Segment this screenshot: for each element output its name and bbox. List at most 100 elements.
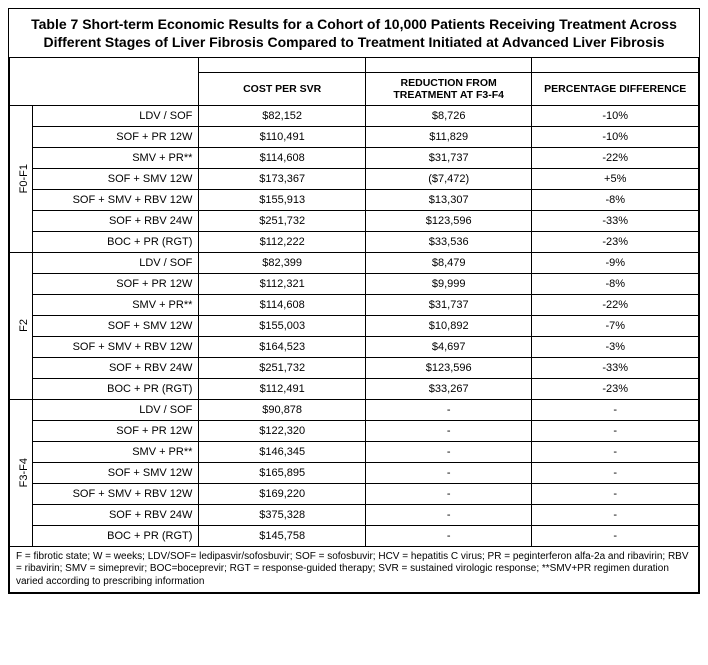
pct-cell: - [532,525,699,546]
reduction-cell: - [365,441,532,462]
table-row: F2LDV / SOF$82,399$8,479-9% [10,252,699,273]
pct-cell: -10% [532,126,699,147]
col-cost: COST PER SVR [199,72,366,105]
cost-cell: $112,222 [199,231,366,252]
table-footnote: F = fibrotic state; W = weeks; LDV/SOF= … [10,546,699,593]
treatment-cell: BOC + PR (RGT) [32,525,199,546]
treatment-cell: BOC + PR (RGT) [32,231,199,252]
table-container: Table 7 Short-term Economic Results for … [8,8,700,594]
results-table: COST PER SVR REDUCTION FROM TREATMENT AT… [9,58,699,593]
table-row: SOF + RBV 24W$375,328-- [10,504,699,525]
cost-cell: $114,608 [199,294,366,315]
cost-cell: $375,328 [199,504,366,525]
reduction-cell: - [365,525,532,546]
reduction-cell: $33,267 [365,378,532,399]
group-label-text: F0-F1 [16,160,32,197]
reduction-cell: $8,479 [365,252,532,273]
group-label-text: F2 [16,315,32,336]
reduction-cell: $123,596 [365,357,532,378]
pct-cell: - [532,462,699,483]
table-title: Table 7 Short-term Economic Results for … [9,9,699,58]
cost-cell: $155,913 [199,189,366,210]
pct-cell: -10% [532,105,699,126]
pct-cell: -33% [532,357,699,378]
pct-cell: -8% [532,273,699,294]
table-row: F0-F1LDV / SOF$82,152$8,726-10% [10,105,699,126]
cost-cell: $155,003 [199,315,366,336]
col-pct: PERCENTAGE DIFFERENCE [532,72,699,105]
treatment-cell: SOF + PR 12W [32,273,199,294]
group-label: F0-F1 [10,105,33,252]
treatment-cell: SMV + PR** [32,147,199,168]
pct-cell: -22% [532,294,699,315]
table-row: BOC + PR (RGT)$112,222$33,536-23% [10,231,699,252]
table-row: BOC + PR (RGT)$145,758-- [10,525,699,546]
reduction-cell: ($7,472) [365,168,532,189]
pct-cell: -22% [532,147,699,168]
table-row: BOC + PR (RGT)$112,491$33,267-23% [10,378,699,399]
reduction-cell: $123,596 [365,210,532,231]
cost-cell: $251,732 [199,210,366,231]
cost-cell: $122,320 [199,420,366,441]
treatment-cell: SOF + SMV + RBV 12W [32,483,199,504]
treatment-cell: SMV + PR** [32,441,199,462]
reduction-cell: $10,892 [365,315,532,336]
treatment-cell: LDV / SOF [32,399,199,420]
reduction-cell: $9,999 [365,273,532,294]
table-row: SMV + PR**$114,608$31,737-22% [10,294,699,315]
pct-cell: -9% [532,252,699,273]
table-row: SOF + RBV 24W$251,732$123,596-33% [10,357,699,378]
table-row: SOF + SMV + RBV 12W$164,523$4,697-3% [10,336,699,357]
table-row: SMV + PR**$114,608$31,737-22% [10,147,699,168]
table-row: SMV + PR**$146,345-- [10,441,699,462]
reduction-cell: - [365,399,532,420]
treatment-cell: SOF + RBV 24W [32,357,199,378]
treatment-cell: SOF + SMV 12W [32,168,199,189]
treatment-cell: SOF + PR 12W [32,420,199,441]
reduction-cell: - [365,462,532,483]
treatment-cell: SOF + PR 12W [32,126,199,147]
pct-cell: - [532,399,699,420]
pct-cell: +5% [532,168,699,189]
table-row: SOF + SMV + RBV 12W$169,220-- [10,483,699,504]
group-label: F3-F4 [10,399,33,546]
table-row: SOF + PR 12W$112,321$9,999-8% [10,273,699,294]
reduction-cell: $13,307 [365,189,532,210]
pct-cell: -33% [532,210,699,231]
table-row: SOF + SMV 12W$173,367($7,472)+5% [10,168,699,189]
cost-cell: $112,491 [199,378,366,399]
table-row: SOF + SMV + RBV 12W$155,913$13,307-8% [10,189,699,210]
treatment-cell: SOF + RBV 24W [32,210,199,231]
cost-cell: $112,321 [199,273,366,294]
reduction-cell: $31,737 [365,147,532,168]
pct-cell: -23% [532,231,699,252]
pct-cell: -23% [532,378,699,399]
cost-cell: $173,367 [199,168,366,189]
reduction-cell: - [365,504,532,525]
cost-cell: $169,220 [199,483,366,504]
table-row: SOF + RBV 24W$251,732$123,596-33% [10,210,699,231]
treatment-cell: LDV / SOF [32,252,199,273]
cost-cell: $82,152 [199,105,366,126]
treatment-cell: SOF + SMV + RBV 12W [32,189,199,210]
pct-cell: -3% [532,336,699,357]
cost-cell: $145,758 [199,525,366,546]
table-row: SOF + SMV 12W$155,003$10,892-7% [10,315,699,336]
reduction-cell: $33,536 [365,231,532,252]
treatment-cell: SOF + SMV 12W [32,462,199,483]
cost-cell: $165,895 [199,462,366,483]
cost-cell: $110,491 [199,126,366,147]
table-row: SOF + PR 12W$122,320-- [10,420,699,441]
table-row: F3-F4LDV / SOF$90,878-- [10,399,699,420]
treatment-cell: BOC + PR (RGT) [32,378,199,399]
treatment-cell: LDV / SOF [32,105,199,126]
cost-cell: $114,608 [199,147,366,168]
cost-cell: $251,732 [199,357,366,378]
reduction-cell: $31,737 [365,294,532,315]
col-reduction: REDUCTION FROM TREATMENT AT F3-F4 [365,72,532,105]
group-label: F2 [10,252,33,399]
group-label-text: F3-F4 [16,454,32,491]
table-row: SOF + SMV 12W$165,895-- [10,462,699,483]
reduction-cell: - [365,420,532,441]
treatment-cell: SOF + SMV + RBV 12W [32,336,199,357]
